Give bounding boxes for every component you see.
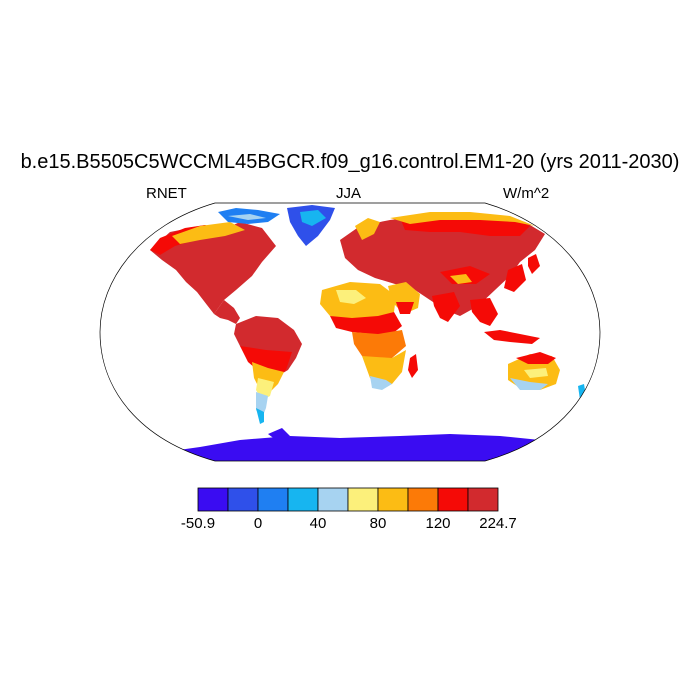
greenland-edge [300, 210, 326, 226]
colorbar-box [437, 487, 469, 512]
australia-south [510, 378, 548, 390]
colorbar-box [317, 487, 349, 512]
season-label: JJA [336, 185, 362, 202]
antarctic-peninsula [268, 428, 290, 440]
colorbar-tick-label: -50.9 [180, 515, 216, 532]
colorbar-box [227, 487, 259, 512]
indonesia [484, 330, 540, 344]
north-america [150, 222, 276, 314]
colorbar [197, 487, 499, 512]
patagonia-tip [256, 408, 264, 424]
colorbar-tick-label: 0 [253, 515, 263, 532]
new-zealand [578, 384, 586, 400]
africa-sahel [330, 312, 402, 334]
arctic-coast [390, 212, 535, 226]
colorbar-box [197, 487, 229, 512]
colorbar-box [407, 487, 439, 512]
india [432, 292, 460, 322]
australia-pale [524, 368, 548, 378]
globe-outline [99, 202, 601, 462]
variable-label: RNET [146, 185, 187, 202]
japan [528, 254, 540, 274]
units-label: W/m^2 [503, 185, 550, 202]
africa-sahara-pale [336, 290, 366, 304]
colorbar-box [347, 487, 379, 512]
tibet-yellow [450, 274, 472, 284]
colorbar-tick-label: 80 [369, 515, 387, 532]
se-asia [470, 298, 498, 326]
arabia-south [396, 302, 414, 314]
africa-center [352, 330, 406, 364]
south-america-mid [240, 346, 292, 378]
australia-north [516, 352, 556, 364]
scandinavia [355, 218, 380, 240]
colorbar-box [467, 487, 499, 512]
canada-yellow [172, 222, 245, 244]
colorbar-box [257, 487, 289, 512]
colorbar-tick-label: 224.7 [479, 515, 517, 532]
central-america [214, 300, 240, 324]
arctic-islands-light [228, 214, 266, 220]
antarctica [100, 434, 600, 461]
colorbar-box [377, 487, 409, 512]
colorbar-box [287, 487, 319, 512]
colorbar-tick-label: 120 [425, 515, 451, 532]
colorbar-tick-label: 40 [309, 515, 327, 532]
map-title: b.e15.B5505C5WCCML45BGCR.f09_g16.control… [20, 151, 680, 173]
madagascar [408, 354, 418, 378]
eurasia [340, 214, 545, 316]
east-asia-coast [504, 264, 526, 292]
africa-tip [370, 376, 392, 390]
